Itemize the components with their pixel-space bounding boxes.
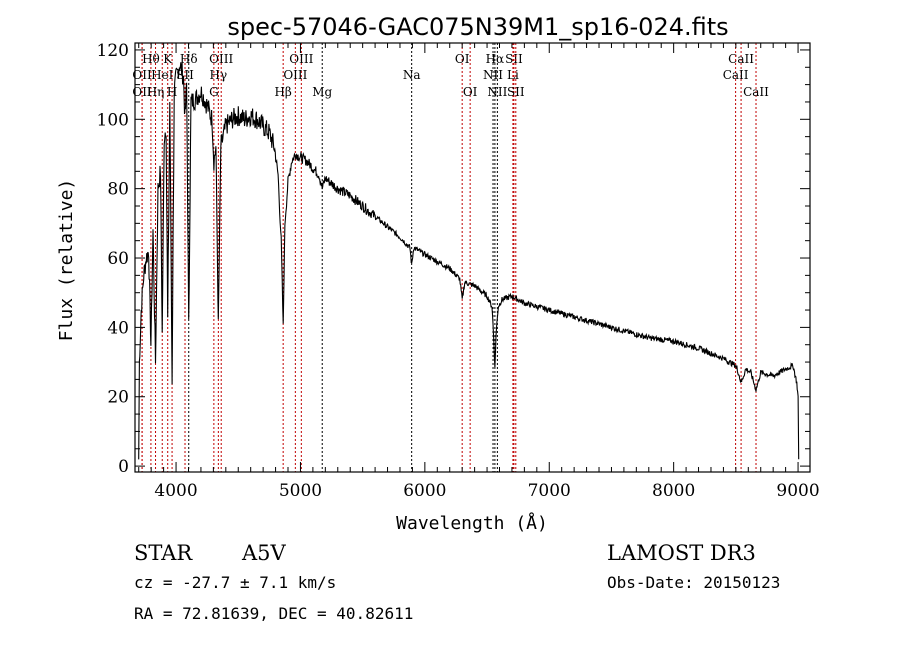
redshift-cz: cz = -27.7 ± 7.1 km/s bbox=[134, 573, 336, 592]
line-label: OI bbox=[463, 85, 478, 99]
line-label: Mg bbox=[312, 85, 332, 99]
x-tick-label: 9000 bbox=[776, 481, 819, 501]
obs-date: Obs-Date: 20150123 bbox=[607, 573, 780, 592]
line-label: H bbox=[167, 85, 177, 99]
line-label: CaII bbox=[723, 68, 749, 82]
line-label: Hη bbox=[147, 85, 165, 99]
object-class: STAR bbox=[134, 541, 193, 565]
line-label: Hγ bbox=[210, 68, 228, 82]
line-label: Hθ bbox=[142, 52, 160, 66]
coordinates: RA = 72.81639, DEC = 40.82611 bbox=[134, 604, 413, 623]
line-label: OIII bbox=[289, 52, 313, 66]
line-label: NII bbox=[483, 68, 503, 82]
line-label: Hβ bbox=[274, 85, 291, 99]
line-label: K bbox=[163, 52, 173, 66]
x-tick-label: 8000 bbox=[652, 481, 695, 501]
x-axis-label: Wavelength (Å) bbox=[396, 512, 548, 534]
x-tick-label: 7000 bbox=[528, 481, 571, 501]
plot-frame bbox=[134, 42, 811, 473]
line-label: SII bbox=[507, 85, 525, 99]
x-tick-label: 5000 bbox=[279, 481, 322, 501]
chart-title: spec-57046-GAC075N39M1_sp16-024.fits bbox=[227, 13, 728, 41]
line-label: SII bbox=[176, 68, 194, 82]
axis-ticks: 4000 5000 6000 7000 8000 9000 0 20 40 60 80 100 120 bbox=[97, 41, 820, 501]
y-tick-label: 100 bbox=[97, 110, 129, 130]
object-subclass: A5V bbox=[241, 541, 287, 565]
line-label: OIII bbox=[209, 52, 233, 66]
y-tick-label: 80 bbox=[107, 180, 129, 200]
line-label: Li bbox=[507, 68, 519, 82]
line-label: Hδ bbox=[180, 52, 198, 66]
line-label: Na bbox=[403, 68, 421, 82]
survey-name: LAMOST DR3 bbox=[607, 541, 756, 565]
line-label: Hα bbox=[486, 52, 505, 66]
line-label: NII bbox=[487, 85, 507, 99]
y-tick-label: 60 bbox=[107, 249, 129, 269]
x-tick-label: 4000 bbox=[154, 481, 197, 501]
y-tick-label: 0 bbox=[118, 457, 129, 477]
x-tick-label: 6000 bbox=[403, 481, 446, 501]
y-tick-label: 40 bbox=[107, 318, 129, 338]
line-label: HeI bbox=[151, 68, 174, 82]
line-label: CaII bbox=[728, 52, 754, 66]
y-tick-label: 120 bbox=[97, 41, 129, 61]
line-label: OII bbox=[132, 85, 152, 99]
y-tick-label: 20 bbox=[107, 388, 129, 408]
line-label: OIII bbox=[283, 68, 307, 82]
line-label: SII bbox=[505, 52, 523, 66]
spectrum-line bbox=[138, 61, 800, 460]
line-label: CaII bbox=[743, 85, 769, 99]
line-label: OI bbox=[455, 52, 470, 66]
line-label: G bbox=[209, 85, 219, 99]
y-axis-label: Flux (relative) bbox=[56, 179, 77, 342]
